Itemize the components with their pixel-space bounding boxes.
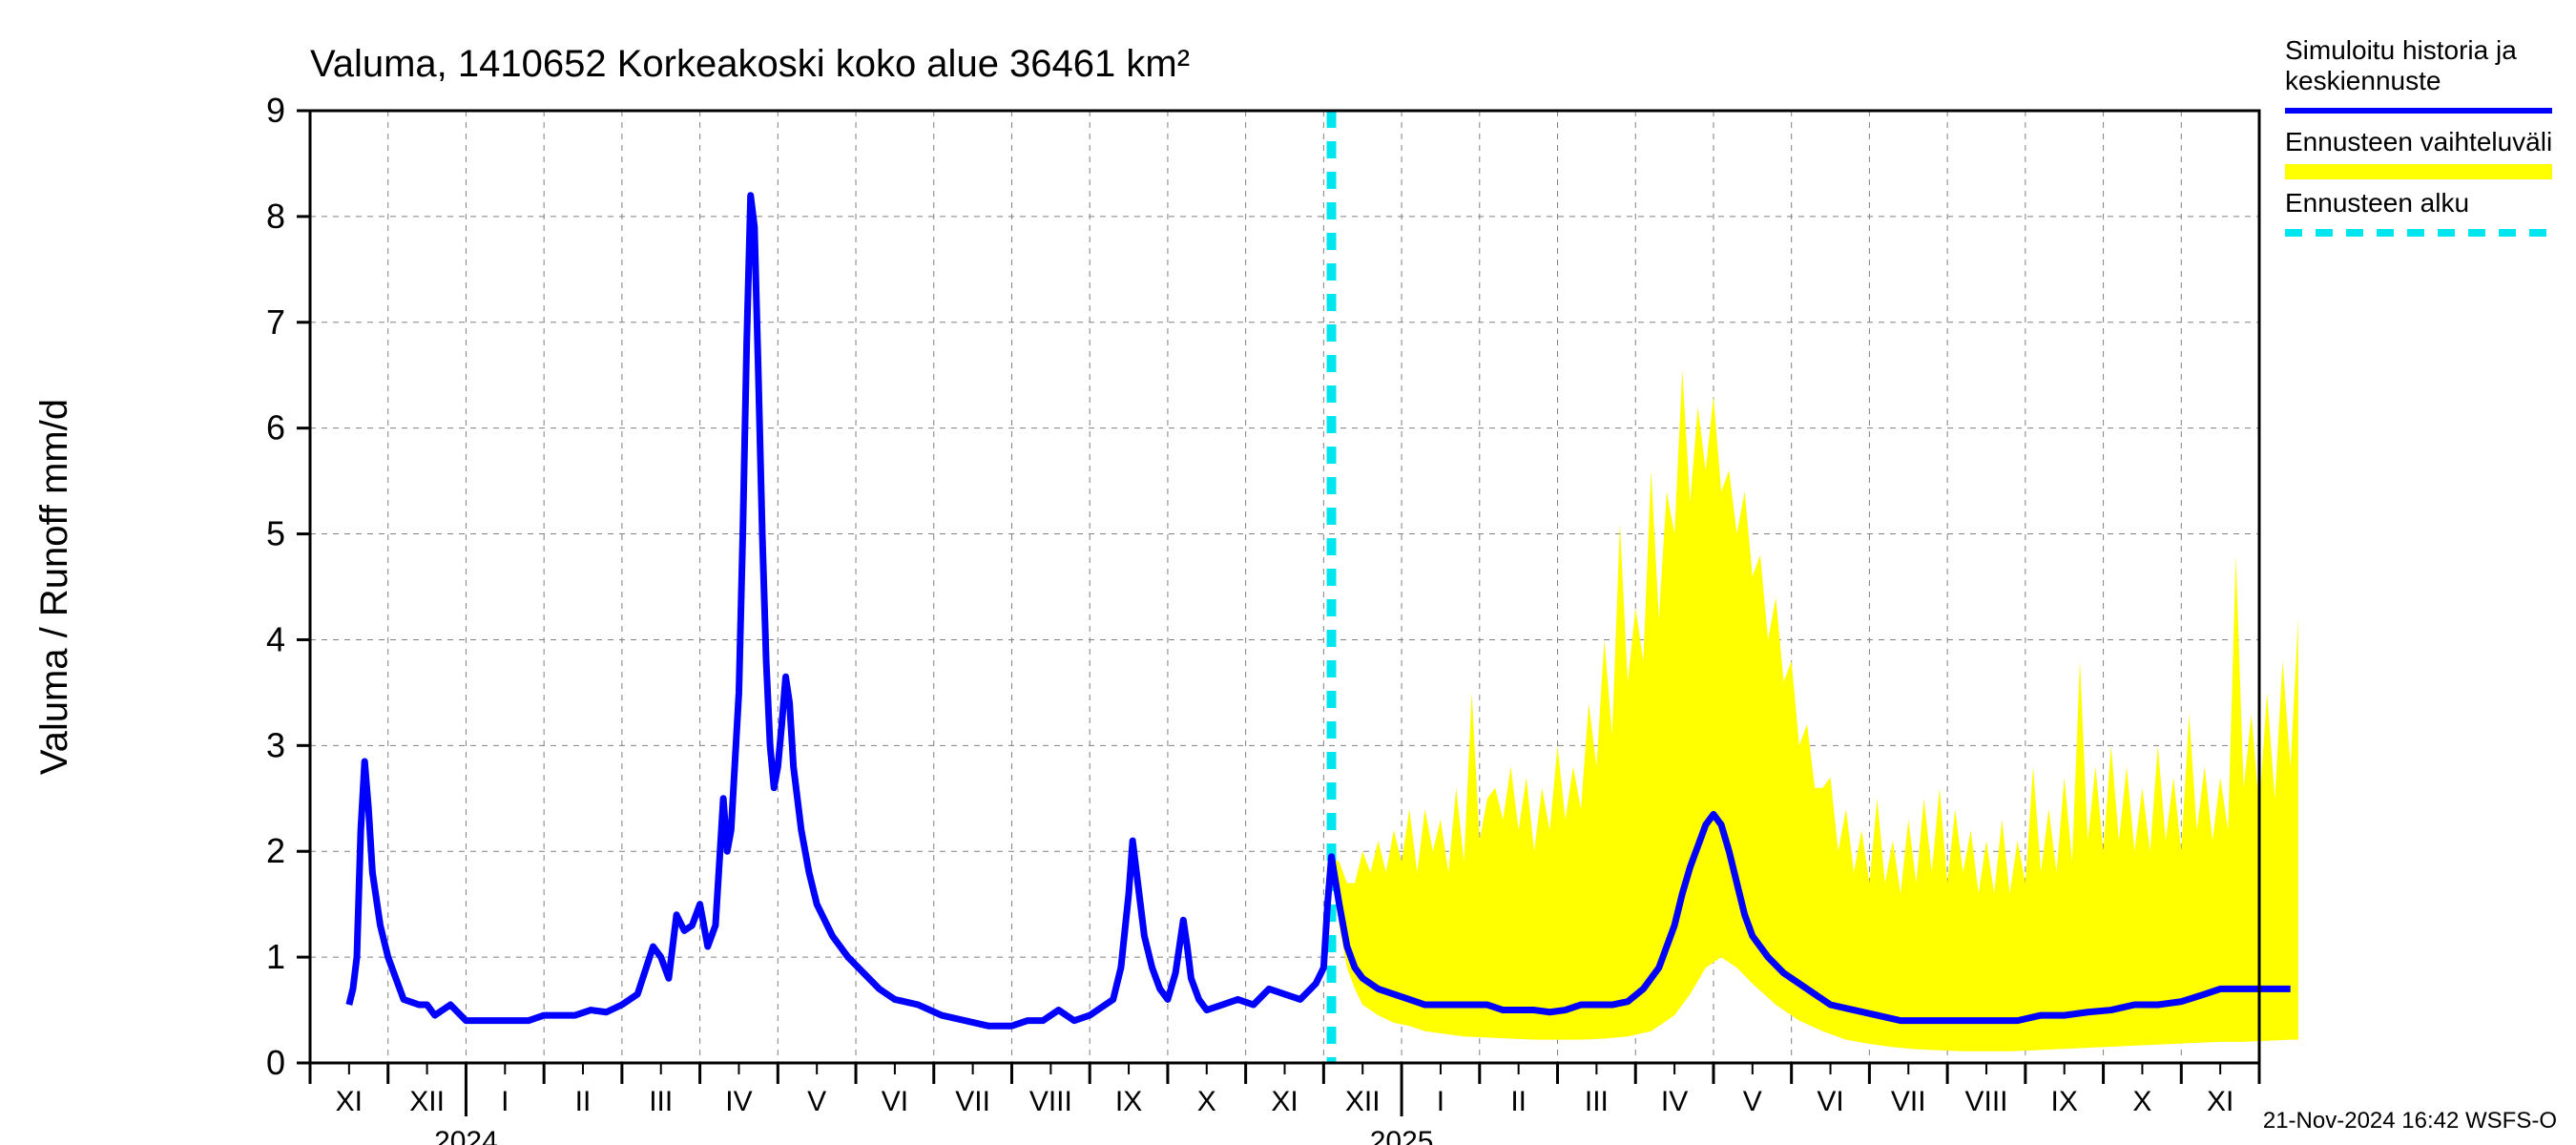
year-label: 2024 <box>434 1126 498 1145</box>
ytick-label: 0 <box>266 1043 285 1082</box>
xtick-label: XI <box>1271 1086 1298 1117</box>
xtick-label: XI <box>336 1086 363 1117</box>
xtick-label: IV <box>1661 1086 1688 1117</box>
xtick-label: I <box>1437 1086 1444 1117</box>
xtick-label: VIII <box>1964 1086 2007 1117</box>
ytick-label: 1 <box>266 937 285 976</box>
xtick-label: VII <box>1891 1086 1926 1117</box>
ytick-label: 7 <box>266 302 285 342</box>
legend-label: keskiennuste <box>2285 66 2441 95</box>
xtick-label: XII <box>1345 1086 1381 1117</box>
xtick-label: II <box>1510 1086 1527 1117</box>
xtick-label: X <box>1197 1086 1216 1117</box>
ytick-label: 5 <box>266 514 285 553</box>
xtick-label: X <box>2132 1086 2151 1117</box>
timestamp: 21-Nov-2024 16:42 WSFS-O <box>2263 1108 2557 1134</box>
xtick-label: V <box>807 1086 826 1117</box>
legend-label: Ennusteen alku <box>2285 188 2469 218</box>
xtick-label: III <box>649 1086 673 1117</box>
legend-label: Ennusteen vaihteluväli <box>2285 127 2552 156</box>
xtick-label: IV <box>725 1086 752 1117</box>
ytick-label: 2 <box>266 831 285 870</box>
xtick-label: IX <box>1115 1086 1142 1117</box>
xtick-label: IX <box>2051 1086 2078 1117</box>
xtick-label: VIII <box>1029 1086 1072 1117</box>
legend-label: Simuloitu historia ja <box>2285 35 2517 65</box>
xtick-label: V <box>1743 1086 1762 1117</box>
xtick-label: VII <box>955 1086 990 1117</box>
ytick-label: 8 <box>266 197 285 236</box>
xtick-label: III <box>1585 1086 1609 1117</box>
chart-title: Valuma, 1410652 Korkeakoski koko alue 36… <box>310 43 1190 85</box>
ytick-label: 6 <box>266 408 285 448</box>
xtick-label: VI <box>1817 1086 1843 1117</box>
ytick-label: 4 <box>266 619 285 658</box>
ytick-label: 9 <box>266 91 285 130</box>
ytick-label: 3 <box>266 725 285 764</box>
legend-swatch <box>2285 164 2552 179</box>
y-axis-label: Valuma / Runoff mm/d <box>33 399 75 775</box>
xtick-label: XI <box>2207 1086 2233 1117</box>
xtick-label: II <box>575 1086 592 1117</box>
year-label: 2025 <box>1370 1126 1434 1145</box>
xtick-label: VI <box>882 1086 908 1117</box>
xtick-label: XII <box>409 1086 445 1117</box>
runoff-chart: 0123456789XIXIIIIIIIIIVVVIVIIVIIIIXXXIXI… <box>0 0 2576 1145</box>
xtick-label: I <box>501 1086 509 1117</box>
